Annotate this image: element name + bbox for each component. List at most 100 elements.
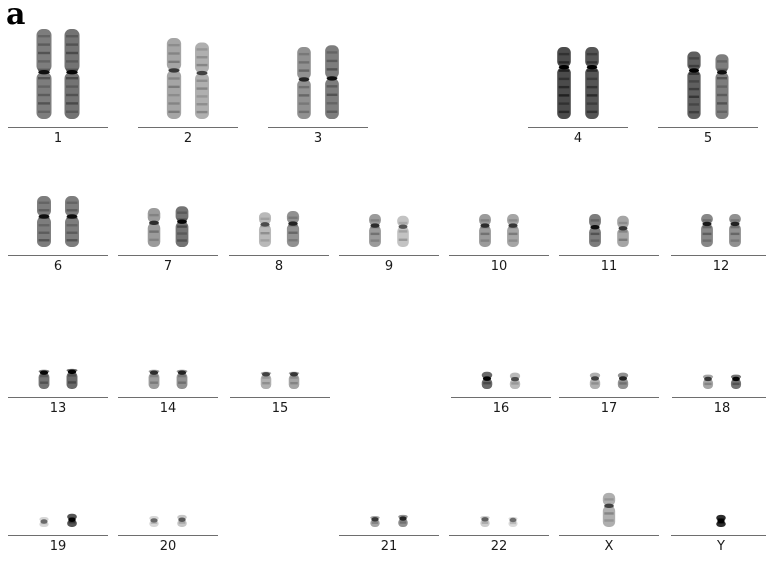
baseline-rule <box>118 255 218 256</box>
band <box>688 103 700 106</box>
band <box>716 110 728 113</box>
centromere <box>326 76 338 81</box>
centromere <box>288 221 298 226</box>
chromosome-x-pair <box>602 492 616 527</box>
baseline-rule <box>671 255 766 256</box>
chromosome-9-2 <box>397 215 409 247</box>
band <box>66 93 78 97</box>
band <box>326 59 338 63</box>
chromosome-18-pair <box>702 374 742 389</box>
centromere <box>149 370 159 375</box>
band <box>688 95 700 98</box>
chromosome-21-1 <box>370 516 380 527</box>
band <box>68 374 76 377</box>
chromosome-label: 9 <box>384 259 394 274</box>
centromere <box>298 77 310 82</box>
band <box>149 230 159 233</box>
band <box>688 57 700 60</box>
chromosome-8-2 <box>286 211 300 247</box>
baseline-rule <box>451 397 551 398</box>
p-arm <box>175 206 189 222</box>
baseline-rule <box>8 255 108 256</box>
band <box>290 376 298 379</box>
band <box>730 219 740 222</box>
band <box>288 216 298 219</box>
band <box>480 239 490 242</box>
band <box>688 64 700 68</box>
chromosome-14-pair <box>148 369 188 389</box>
band <box>66 102 78 105</box>
band <box>716 102 728 105</box>
band <box>716 60 728 63</box>
band <box>168 43 180 47</box>
centromere <box>150 518 158 523</box>
band <box>326 93 338 97</box>
chromosome-12-2 <box>729 214 741 247</box>
band <box>38 93 50 97</box>
band <box>326 102 338 105</box>
p-arm <box>37 196 51 217</box>
chromosome-y-pair <box>716 514 726 527</box>
band <box>66 51 78 55</box>
band <box>688 110 700 114</box>
centromere <box>66 70 78 75</box>
band <box>619 382 627 385</box>
baseline-rule <box>138 127 238 128</box>
band <box>38 231 50 234</box>
baseline-rule <box>118 535 218 536</box>
band <box>177 239 187 242</box>
band <box>68 381 76 384</box>
chromosome-4-pair <box>557 47 599 119</box>
chromosome-9-1 <box>369 214 381 247</box>
baseline-rule <box>528 127 628 128</box>
baseline-rule <box>230 397 330 398</box>
band <box>38 110 50 113</box>
chromosome-14-cell: 14 <box>118 397 218 423</box>
band <box>716 93 728 97</box>
baseline-rule <box>8 127 108 128</box>
chromosome-13-2 <box>66 368 78 389</box>
band <box>168 102 180 105</box>
centromere <box>716 70 728 75</box>
chromosome-21-cell: 21 <box>339 535 439 561</box>
band <box>298 85 310 89</box>
band <box>371 521 379 524</box>
p-arm <box>557 47 571 68</box>
band <box>590 232 600 236</box>
chromosome-label: 18 <box>713 401 731 416</box>
q-arm <box>397 226 409 247</box>
band <box>66 231 78 234</box>
band <box>480 232 490 236</box>
chromosome-3-pair <box>297 45 339 119</box>
band <box>480 219 490 222</box>
q-arm <box>369 225 381 247</box>
band <box>66 201 78 204</box>
chromosome-7-pair <box>147 206 189 247</box>
band <box>326 85 338 88</box>
chromosome-11-cell: 11 <box>559 255 659 281</box>
chromosome-15-1 <box>260 371 272 389</box>
centromere <box>168 68 180 73</box>
band <box>298 52 310 56</box>
band <box>509 521 517 525</box>
q-arm <box>147 222 161 247</box>
chromosome-13-pair <box>38 368 78 389</box>
q-arm <box>589 227 601 247</box>
centromere <box>149 220 159 226</box>
band <box>196 95 208 98</box>
baseline-rule <box>658 127 758 128</box>
chromosome-5-pair <box>687 51 729 119</box>
baseline-rule <box>449 535 549 536</box>
centromere <box>67 369 77 375</box>
chromosome-label: 17 <box>600 401 618 416</box>
centromere <box>66 214 78 219</box>
chromosome-label: 3 <box>313 131 323 146</box>
chromosome-label: 12 <box>712 259 730 274</box>
q-arm <box>297 79 311 119</box>
centromere <box>732 376 740 382</box>
chromosome-8-cell: 8 <box>229 255 329 281</box>
band <box>168 60 180 64</box>
centromere <box>509 517 517 523</box>
chromosome-y-1 <box>716 514 726 527</box>
q-arm <box>617 228 629 247</box>
